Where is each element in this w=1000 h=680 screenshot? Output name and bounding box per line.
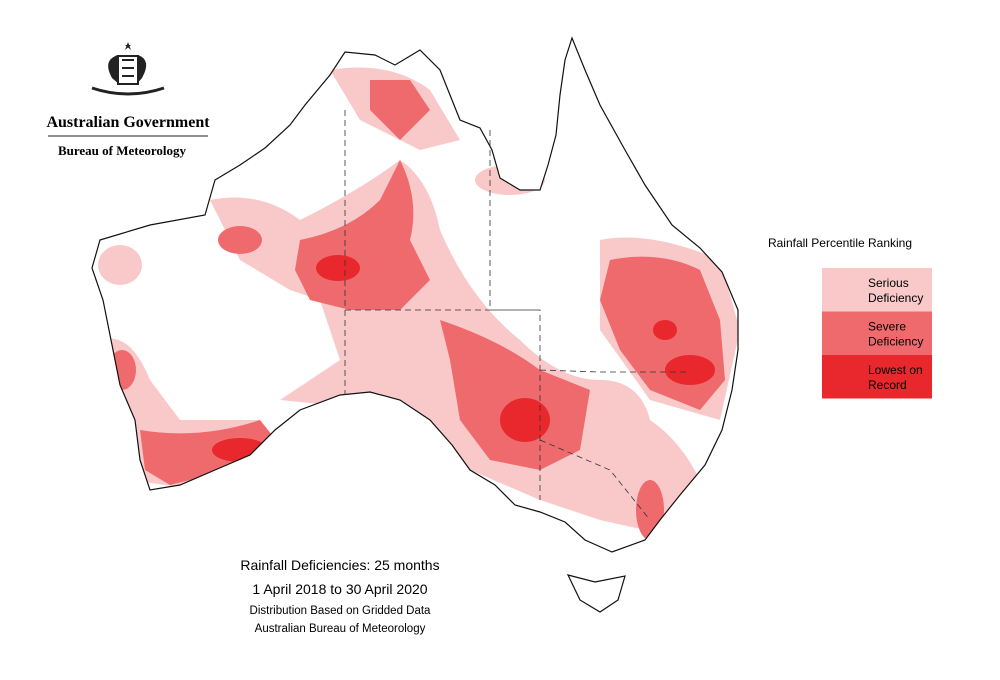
caption-source: Australian Bureau of Meteorology [255, 623, 426, 635]
legend-label: Deficiency [868, 334, 923, 348]
legend-label: Record [868, 378, 907, 392]
caption-title: Rainfall Deficiencies: 25 months [240, 557, 439, 573]
legend-swatch [822, 268, 932, 312]
crest [91, 42, 165, 96]
tasmania [566, 574, 626, 613]
legend-title: Rainfall Percentile Ranking [768, 236, 912, 250]
legend-label: Lowest on [868, 363, 923, 377]
legend: SeriousDeficiencySevereDeficiencyLowest … [822, 268, 932, 399]
legend-swatch [822, 311, 932, 355]
state-borders [344, 110, 690, 521]
legend-label: Deficiency [868, 291, 923, 305]
caption-period: 1 April 2018 to 30 April 2020 [252, 581, 427, 597]
caption-note: Distribution Based on Gridded Data [250, 605, 432, 617]
australia-map [91, 37, 739, 613]
legend-label: Severe [868, 319, 906, 333]
legend-swatch [822, 355, 932, 399]
organisation: Australian Government [46, 114, 210, 131]
agency: Bureau of Meteorology [58, 143, 187, 158]
legend-label: Serious [868, 276, 909, 290]
